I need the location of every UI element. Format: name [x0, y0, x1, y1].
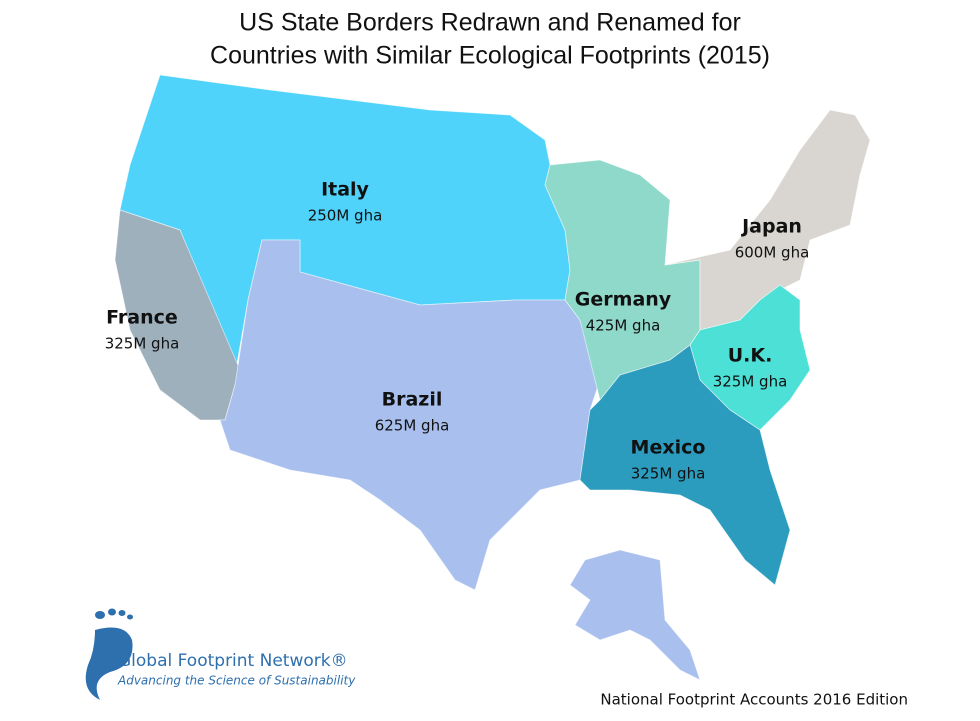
logo-name: Global Footprint Network®: [118, 651, 348, 671]
region-footprint: 325M gha: [631, 465, 706, 483]
logo-icon: [85, 608, 133, 700]
region-france: [114, 209, 241, 421]
region-name: France: [106, 307, 178, 329]
title-line: US State Borders Redrawn and Renamed for: [239, 9, 741, 37]
region-mexico: [579, 344, 791, 586]
region-name: Japan: [740, 216, 802, 238]
region-footprint: 250M gha: [308, 207, 383, 225]
logo-tagline: Advancing the Science of Sustainability: [117, 674, 356, 688]
region-name: U.K.: [728, 345, 773, 367]
region-footprint: 600M gha: [735, 244, 810, 262]
region-name: Brazil: [382, 389, 443, 411]
region-name: Italy: [321, 179, 369, 201]
title-line: Countries with Similar Ecological Footpr…: [210, 42, 770, 70]
region-name: Germany: [575, 289, 672, 311]
region-alaska: [569, 549, 701, 681]
region-footprint: 325M gha: [105, 335, 180, 353]
source-note: National Footprint Accounts 2016 Edition: [600, 691, 908, 709]
region-footprint: 625M gha: [375, 417, 450, 435]
region-footprint: 325M gha: [713, 373, 788, 391]
region-name: Mexico: [631, 437, 706, 459]
region-brazil: [219, 239, 601, 591]
region-labels: Italy 250M gha France 325M gha Brazil 625M gh…: [105, 179, 810, 483]
region-footprint: 425M gha: [586, 317, 661, 335]
